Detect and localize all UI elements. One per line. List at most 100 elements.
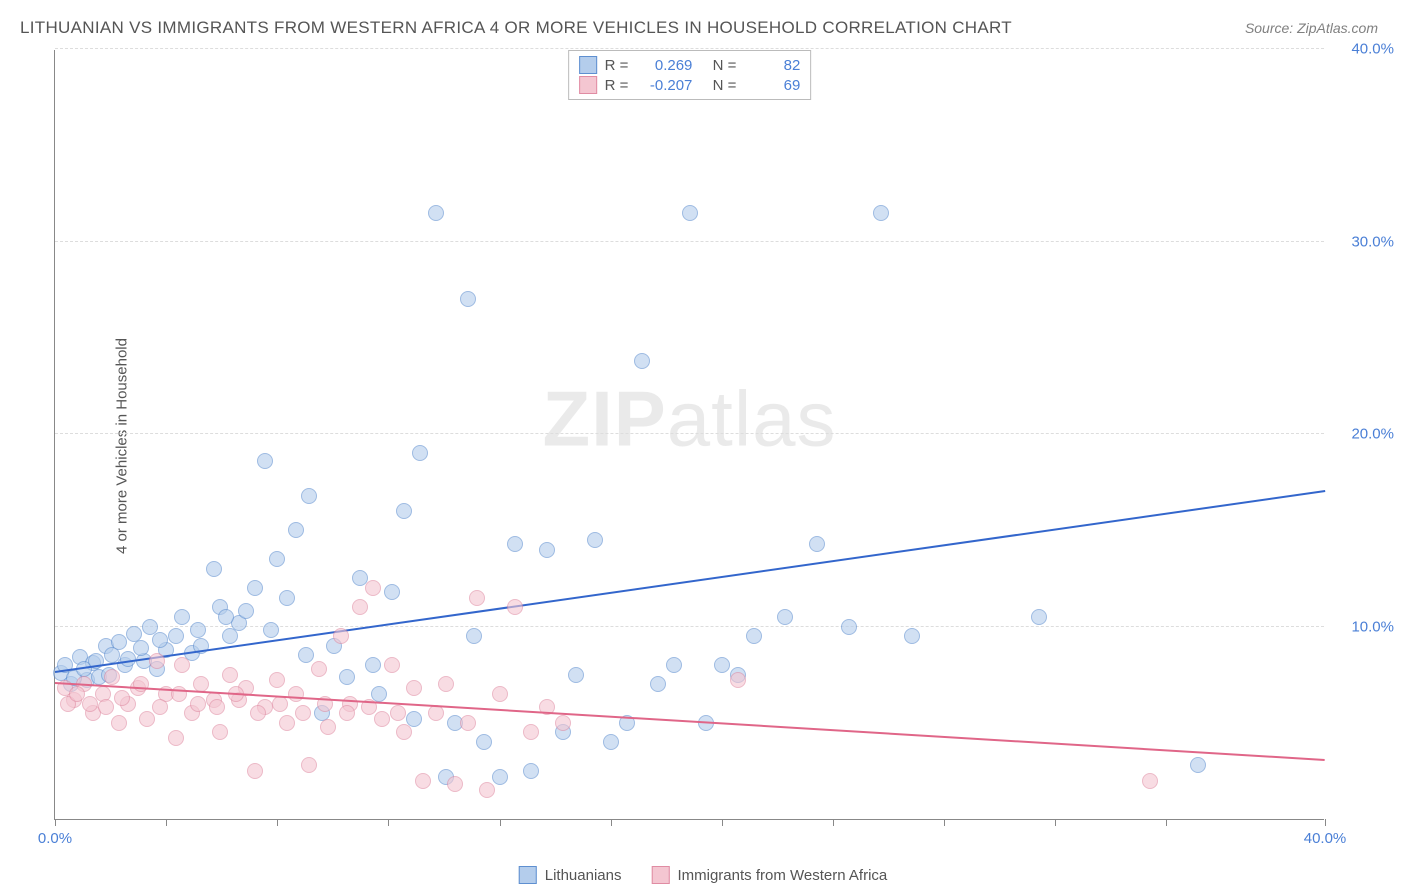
gridline-y bbox=[55, 48, 1324, 49]
x-tick-mark bbox=[833, 819, 834, 826]
watermark: ZIPatlas bbox=[542, 374, 836, 465]
y-tick-label: 30.0% bbox=[1334, 233, 1394, 250]
scatter-point bbox=[568, 667, 584, 683]
scatter-point bbox=[396, 503, 412, 519]
scatter-point bbox=[466, 628, 482, 644]
x-tick-mark bbox=[1325, 819, 1326, 826]
scatter-point bbox=[507, 536, 523, 552]
stats-legend-box: R = 0.269 N = 82 R = -0.207 N = 69 bbox=[568, 50, 812, 100]
stat-r-label-1: R = bbox=[605, 77, 629, 94]
scatter-point bbox=[298, 647, 314, 663]
x-tick-mark bbox=[55, 819, 56, 826]
scatter-point bbox=[114, 690, 130, 706]
trend-line bbox=[55, 682, 1325, 761]
x-tick-mark bbox=[500, 819, 501, 826]
scatter-point bbox=[390, 705, 406, 721]
source-attribution: Source: ZipAtlas.com bbox=[1245, 20, 1378, 36]
scatter-point bbox=[406, 680, 422, 696]
scatter-point bbox=[809, 536, 825, 552]
stats-row-series-0: R = 0.269 N = 82 bbox=[579, 55, 801, 75]
gridline-y bbox=[55, 241, 1324, 242]
scatter-point bbox=[206, 561, 222, 577]
bottom-legend: Lithuanians Immigrants from Western Afri… bbox=[519, 866, 888, 884]
swatch-series-1 bbox=[579, 76, 597, 94]
scatter-point bbox=[269, 672, 285, 688]
scatter-point bbox=[250, 705, 266, 721]
x-tick-mark bbox=[1166, 819, 1167, 826]
scatter-point bbox=[238, 603, 254, 619]
watermark-light: atlas bbox=[667, 375, 837, 463]
scatter-point bbox=[428, 705, 444, 721]
stat-n-value-0: 82 bbox=[744, 57, 800, 74]
scatter-point bbox=[320, 719, 336, 735]
scatter-point bbox=[507, 599, 523, 615]
x-tick-label: 0.0% bbox=[38, 830, 72, 847]
scatter-point bbox=[149, 653, 165, 669]
scatter-point bbox=[209, 699, 225, 715]
x-tick-mark bbox=[388, 819, 389, 826]
scatter-point bbox=[873, 205, 889, 221]
x-tick-mark bbox=[611, 819, 612, 826]
scatter-point bbox=[152, 632, 168, 648]
gridline-y bbox=[55, 433, 1324, 434]
trend-line bbox=[55, 490, 1325, 673]
scatter-point bbox=[384, 657, 400, 673]
scatter-point bbox=[333, 628, 349, 644]
scatter-point bbox=[374, 711, 390, 727]
scatter-point bbox=[1142, 773, 1158, 789]
scatter-point bbox=[111, 634, 127, 650]
scatter-point bbox=[222, 667, 238, 683]
scatter-point bbox=[523, 724, 539, 740]
scatter-point bbox=[339, 705, 355, 721]
scatter-point bbox=[174, 609, 190, 625]
scatter-point bbox=[841, 619, 857, 635]
scatter-point bbox=[428, 205, 444, 221]
scatter-point bbox=[301, 757, 317, 773]
scatter-point bbox=[139, 711, 155, 727]
scatter-point bbox=[555, 715, 571, 731]
scatter-point bbox=[492, 686, 508, 702]
legend-label-1: Immigrants from Western Africa bbox=[677, 867, 887, 884]
scatter-point bbox=[396, 724, 412, 740]
stats-row-series-1: R = -0.207 N = 69 bbox=[579, 75, 801, 95]
scatter-point bbox=[288, 522, 304, 538]
scatter-point bbox=[1190, 757, 1206, 773]
scatter-point bbox=[247, 580, 263, 596]
scatter-point bbox=[352, 599, 368, 615]
legend-swatch-1 bbox=[651, 866, 669, 884]
scatter-point bbox=[650, 676, 666, 692]
scatter-point bbox=[904, 628, 920, 644]
scatter-point bbox=[295, 705, 311, 721]
scatter-point bbox=[634, 353, 650, 369]
x-tick-mark bbox=[944, 819, 945, 826]
stat-n-label-0: N = bbox=[713, 57, 737, 74]
scatter-point bbox=[438, 676, 454, 692]
scatter-point bbox=[777, 609, 793, 625]
scatter-point bbox=[666, 657, 682, 673]
scatter-point bbox=[263, 622, 279, 638]
scatter-point bbox=[1031, 609, 1047, 625]
scatter-point bbox=[746, 628, 762, 644]
scatter-point bbox=[365, 580, 381, 596]
scatter-point bbox=[212, 724, 228, 740]
scatter-point bbox=[279, 715, 295, 731]
scatter-point bbox=[311, 661, 327, 677]
scatter-point bbox=[730, 672, 746, 688]
stat-r-value-1: -0.207 bbox=[636, 77, 692, 94]
scatter-point bbox=[523, 763, 539, 779]
scatter-point bbox=[339, 669, 355, 685]
scatter-point bbox=[447, 776, 463, 792]
x-tick-mark bbox=[277, 819, 278, 826]
scatter-point bbox=[168, 628, 184, 644]
scatter-point bbox=[469, 590, 485, 606]
stat-r-label-0: R = bbox=[605, 57, 629, 74]
scatter-point bbox=[603, 734, 619, 750]
x-tick-mark bbox=[166, 819, 167, 826]
scatter-point bbox=[476, 734, 492, 750]
scatter-point bbox=[152, 699, 168, 715]
legend-item-0: Lithuanians bbox=[519, 866, 622, 884]
swatch-series-0 bbox=[579, 56, 597, 74]
legend-item-1: Immigrants from Western Africa bbox=[651, 866, 887, 884]
scatter-point bbox=[279, 590, 295, 606]
scatter-point bbox=[111, 715, 127, 731]
